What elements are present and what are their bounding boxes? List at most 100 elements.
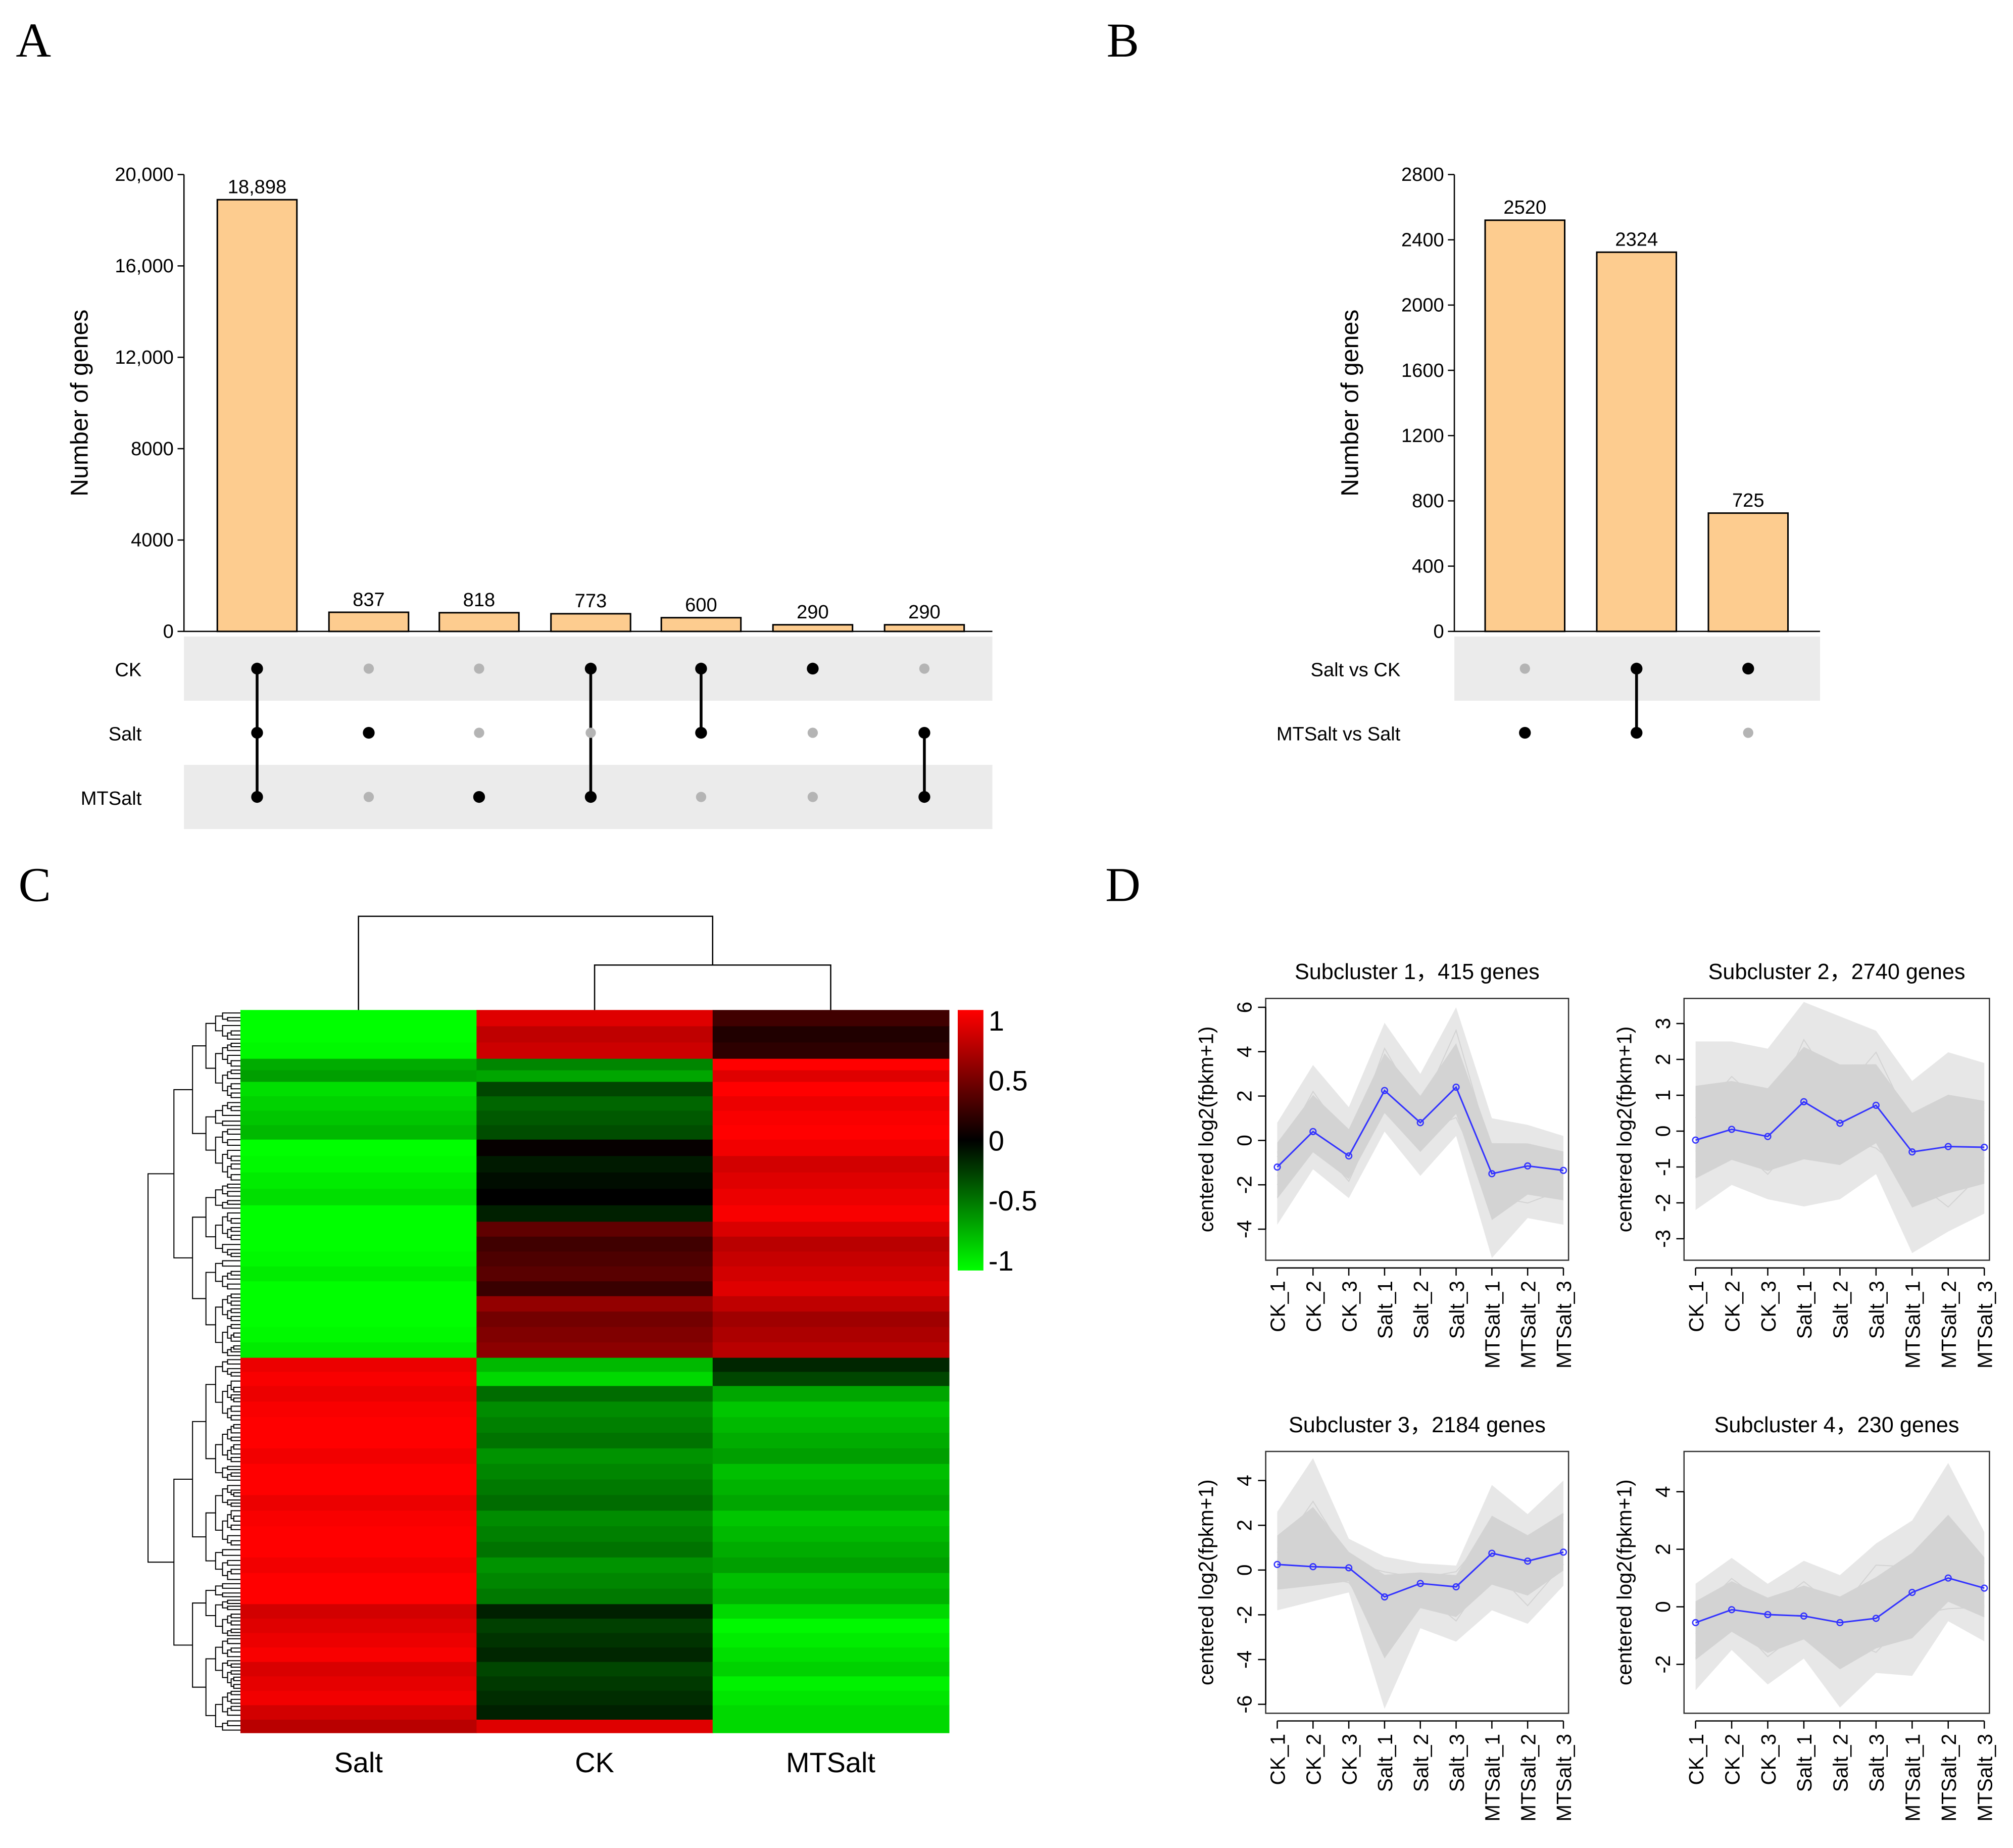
dendrogram-branch: [227, 1212, 231, 1222]
dendrogram-branch: [230, 1415, 234, 1421]
dendrogram-branch: [215, 1136, 223, 1164]
heatmap-cell: [240, 1588, 477, 1605]
dendrogram-branch: [222, 1332, 228, 1353]
bar-value-label: 290: [908, 602, 941, 623]
dendrogram-branch: [233, 1424, 236, 1429]
dendrogram-branch: [227, 1660, 231, 1666]
heatmap-cell: [240, 1266, 477, 1282]
heatmap-cell: [712, 1357, 950, 1373]
dendrogram-branch: [227, 1139, 231, 1146]
dendrogram-branch: [222, 1012, 228, 1020]
bar: [328, 611, 410, 633]
dendrogram-branch: [230, 1647, 234, 1653]
heatmap-cell: [712, 1296, 950, 1312]
dendrogram-branch: [227, 1273, 231, 1280]
heatmap-cell: [476, 1096, 714, 1111]
dendrogram-branch: [215, 1015, 223, 1032]
x-tick-label: MTSalt_2: [1516, 1734, 1540, 1822]
dendrogram-branch: [230, 1698, 234, 1704]
membership-dot-active: [251, 662, 263, 675]
membership-dot-inactive: [363, 792, 374, 802]
dendrogram-branch: [227, 1071, 231, 1079]
bar-value-label: 2324: [1615, 229, 1658, 251]
heatmap-cell: [712, 1662, 950, 1677]
heatmap-cell: [240, 1433, 477, 1449]
y-tick-label: 1200: [1401, 425, 1444, 447]
mean-point: [1452, 1083, 1460, 1091]
y-axis-label: Number of genes: [1337, 310, 1364, 497]
heatmap-cell: [712, 1690, 950, 1706]
x-tick-label: CK_3: [1338, 1734, 1361, 1785]
dendrogram-branch: [227, 1368, 231, 1375]
dendrogram-branch: [230, 1426, 234, 1434]
x-tick-label: CK_3: [1757, 1734, 1780, 1785]
mean-point: [1524, 1557, 1532, 1565]
x-tick-label: Salt_3: [1865, 1734, 1888, 1792]
mean-point: [1524, 1162, 1532, 1170]
column-label: Salt: [334, 1746, 383, 1778]
x-tick-label: Salt_1: [1793, 1281, 1816, 1339]
dendrogram-branch: [205, 1590, 216, 1616]
dendrogram-branch: [230, 1218, 234, 1224]
dendrogram-branch: [222, 1299, 228, 1316]
dendrogram-branch: [230, 1043, 234, 1047]
dendrogram-branch: [215, 1704, 223, 1727]
dendrogram-branch: [227, 1183, 231, 1189]
dendrogram-branch: [227, 1466, 231, 1471]
x-tick-label: Salt_3: [1445, 1281, 1468, 1339]
heatmap-cell: [240, 1573, 477, 1589]
heatmap-cell: [240, 1604, 477, 1620]
heatmap-cell: [712, 1327, 950, 1343]
dendrogram-branch: [227, 1044, 231, 1051]
dendrogram-branch: [230, 1380, 234, 1390]
dendrogram-branch: [205, 1384, 216, 1460]
membership-dot-inactive: [807, 727, 818, 738]
heatmap-cell: [712, 1372, 950, 1387]
dendrogram-branch: [222, 1723, 228, 1731]
dendrogram-branch: [227, 1571, 231, 1580]
membership-dot-active: [584, 662, 597, 675]
x-tick-label: Salt_2: [1409, 1281, 1433, 1339]
mean-profile-line: [1277, 1551, 1564, 1598]
subcluster-plot: Subcluster 3，2184 genes -6 -4 -2 0 2 4 centered…: [1194, 1413, 1576, 1822]
heatmap-cell: [712, 1172, 950, 1190]
dendrogram-branch: [173, 1089, 193, 1258]
dendrogram-branch: [227, 1429, 231, 1440]
dendrogram-branch: [227, 1032, 231, 1040]
heatmap-cell: [712, 1281, 950, 1297]
membership-dot-inactive: [474, 663, 484, 674]
dendrogram-branch: [233, 1444, 236, 1450]
heatmap-cell: [476, 1327, 714, 1343]
heatmap-cell: [476, 1448, 714, 1465]
dendrogram-branch: [233, 1515, 236, 1522]
y-tick-label: 8000: [131, 439, 174, 460]
heatmap-cell: [240, 1205, 477, 1223]
y-tick-label: 12,000: [115, 347, 174, 368]
dendrogram-branch: [215, 1306, 223, 1343]
heatmap-cell: [712, 1573, 950, 1589]
x-tick-label: CK_2: [1302, 1734, 1325, 1785]
heatmap-cell: [240, 1676, 477, 1692]
dendrogram-branch: [227, 1165, 231, 1178]
dendrogram-branch: [215, 1053, 223, 1084]
dendrogram-branch: [192, 1421, 206, 1538]
mean-point: [1764, 1611, 1772, 1619]
y-axis-label: centered log2(fpkm+1): [1194, 1027, 1217, 1233]
dendrogram-branch: [227, 1054, 231, 1064]
mean-point: [1728, 1606, 1736, 1614]
dendrogram-branch: [230, 1628, 234, 1633]
dendrogram-branch: [230, 1060, 234, 1067]
heatmap-cell: [712, 1266, 950, 1282]
dendrogram-branch: [205, 1023, 216, 1069]
heatmap-cell: [712, 1342, 950, 1358]
heatmap-cell: [240, 1464, 477, 1480]
dendrogram-branch: [227, 1638, 231, 1644]
dendrogram-branch: [227, 1310, 231, 1319]
dendrogram-branch: [233, 1684, 236, 1689]
heatmap-cell: [240, 1401, 477, 1418]
y-tick-label: 2: [1233, 1520, 1256, 1531]
heatmap-cell: [476, 1705, 714, 1721]
column-label: MTSalt: [786, 1746, 875, 1778]
heatmap-cell: [240, 1082, 477, 1097]
gene-profile-core: [1695, 1047, 1985, 1208]
